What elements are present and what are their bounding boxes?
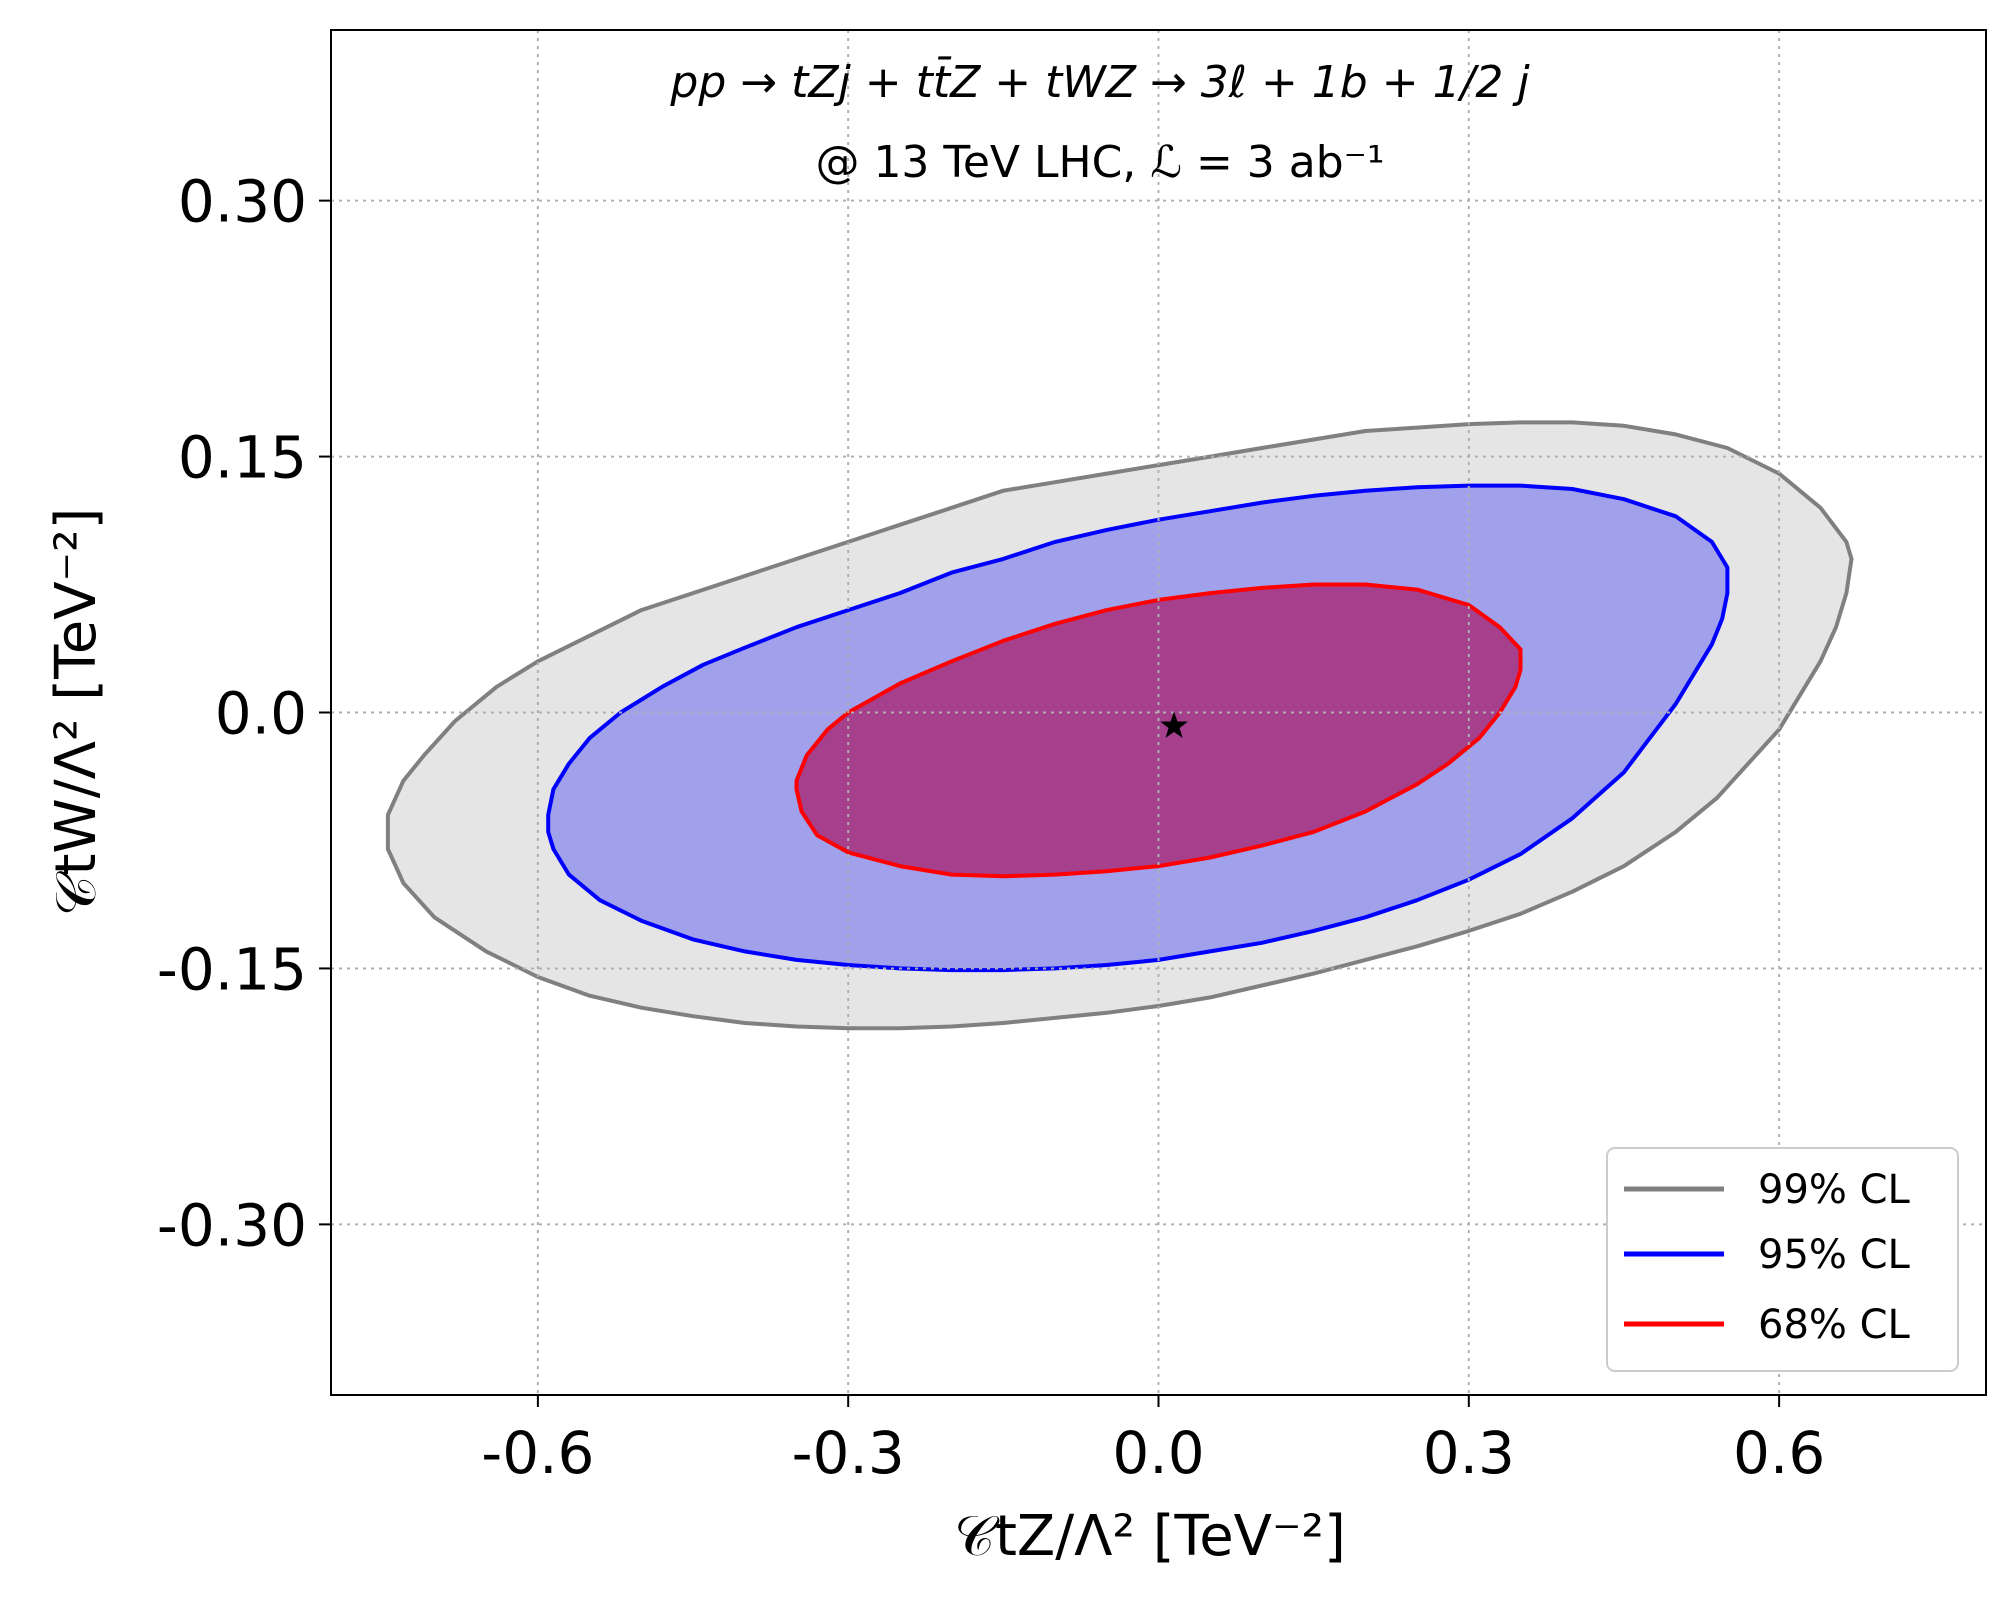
x-tick-label-2: 0.0 [1112,1419,1204,1487]
x-tick-label-1: -0.3 [792,1419,905,1487]
legend-label-95: 95% CL [1758,1232,1911,1278]
legend: 99% CL 95% CL 68% CL [1606,1147,1959,1372]
legend-label-99: 99% CL [1758,1167,1911,1213]
legend-box [1606,1147,1959,1372]
legend-entry-95: 95% CL [1624,1232,1911,1278]
contour-layers [385,420,1854,1031]
best-fit-layer [1160,711,1188,738]
y-axis-label: 𝒞tW/Λ² [TeV⁻²] [44,508,109,917]
title-line-2: @ 13 TeV LHC, ℒ = 3 ab⁻¹ [815,137,1384,188]
title-line-1: pp → tZj + tt̄Z + tWZ → 3ℓ + 1b + 1/2 j [669,55,1530,108]
legend-label-68: 68% CL [1758,1302,1911,1348]
y-tick-label-3: -0.15 [157,935,307,1003]
y-tick-label-4: -0.30 [157,1191,307,1259]
x-tick-label-3: 0.3 [1423,1419,1515,1487]
y-tick-label-0: 0.30 [178,168,307,236]
best-fit-star-marker [1160,711,1188,738]
legend-entry-99: 99% CL [1624,1167,1911,1213]
x-tick-label-0: -0.6 [481,1419,594,1487]
contour-68-cl [794,582,1523,879]
y-tick-label-2: 0.0 [215,680,307,748]
y-tick-label-1: 0.15 [178,424,307,492]
x-tick-label-4: 0.6 [1733,1419,1825,1487]
axis-ticks: -0.6 -0.3 0.0 0.3 0.6 0.30 0.15 0.0 -0.15 -0.30 [157,168,1825,1487]
legend-entry-68: 68% CL [1624,1302,1911,1348]
x-axis-label: 𝒞tZ/Λ² [TeV⁻²] [954,1504,1346,1569]
